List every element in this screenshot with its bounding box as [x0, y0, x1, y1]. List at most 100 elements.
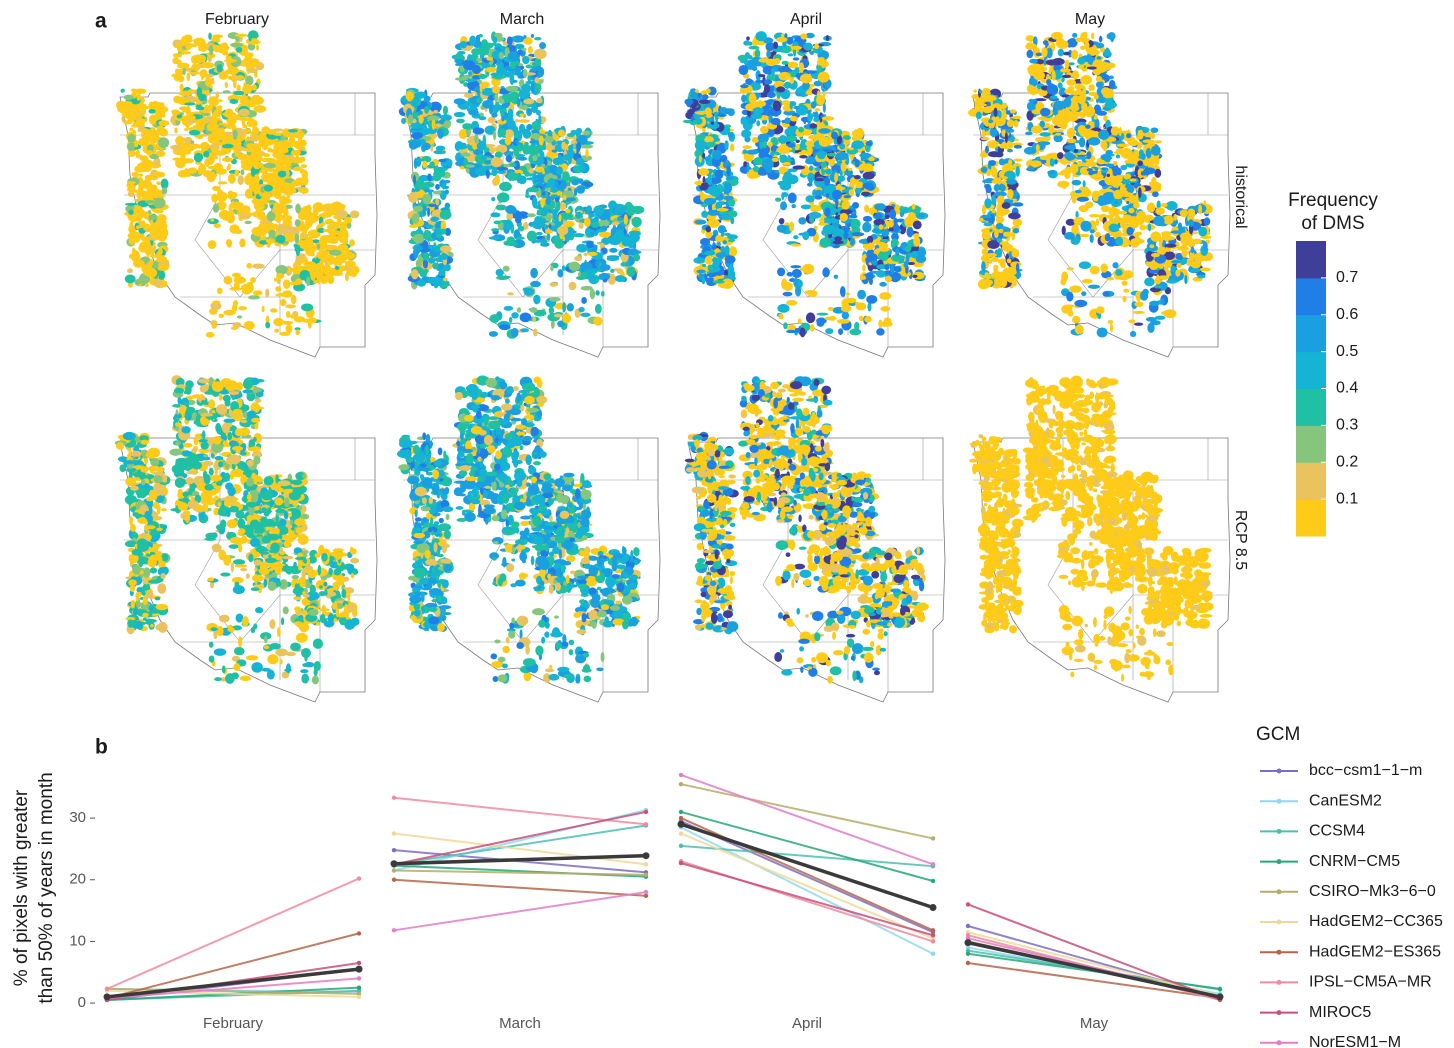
dms-patch	[138, 243, 150, 253]
dms-patch	[793, 105, 800, 110]
dms-patch	[904, 216, 915, 228]
dms-patch	[244, 220, 252, 225]
dms-patch	[127, 142, 136, 152]
dms-patch	[290, 149, 302, 156]
dms-patch	[1137, 160, 1143, 167]
dms-patch	[816, 90, 821, 99]
dms-patch	[780, 33, 785, 39]
dms-patch	[578, 222, 584, 229]
dms-patch	[284, 134, 298, 138]
dms-patch	[490, 157, 503, 168]
dms-patch	[825, 328, 834, 335]
dms-patch	[633, 253, 641, 262]
dms-patch	[568, 281, 577, 291]
dms-patch	[235, 75, 245, 80]
dms-patch	[696, 269, 706, 274]
dms-patch	[134, 88, 147, 94]
dms-patch	[728, 246, 738, 257]
dms-patch	[499, 181, 512, 192]
dms-patch	[158, 120, 170, 127]
dms-patch	[316, 274, 322, 284]
dms-patch	[540, 207, 548, 217]
dms-patch	[844, 292, 851, 296]
dms-patch	[981, 261, 986, 272]
dms-patch	[481, 89, 494, 96]
dms-patch	[257, 225, 261, 233]
dms-patch	[868, 277, 873, 285]
dms-patch	[288, 136, 296, 145]
dms-patch	[799, 73, 813, 84]
dms-patch	[479, 85, 483, 93]
dms-patch	[810, 101, 817, 109]
dms-patch	[490, 72, 501, 77]
dms-patch	[216, 287, 223, 295]
dms-patch	[514, 215, 522, 224]
dms-patch	[413, 233, 425, 244]
dms-patch	[187, 167, 198, 174]
dms-patch	[1071, 111, 1081, 116]
dms-patch	[740, 84, 749, 89]
dms-patch	[136, 93, 142, 101]
dms-patch	[275, 234, 286, 244]
dms-patch	[273, 277, 278, 282]
dms-patch	[213, 44, 219, 52]
dms-patch	[1137, 169, 1142, 177]
dms-patch	[864, 204, 870, 213]
dms-patch	[691, 91, 698, 99]
dms-patch	[265, 288, 270, 298]
dms-patch	[157, 137, 170, 148]
dms-patch	[290, 294, 297, 305]
dms-patch	[233, 80, 237, 89]
dms-patch	[1011, 248, 1020, 258]
dms-patch	[458, 128, 468, 140]
dms-patch	[998, 228, 1004, 234]
dms-patch	[727, 265, 735, 275]
dms-patch	[703, 197, 717, 205]
dms-patch	[176, 114, 183, 119]
dms-patch	[273, 203, 286, 212]
dms-patch	[268, 229, 276, 239]
dms-patch	[205, 115, 211, 123]
dms-patch	[416, 212, 420, 222]
dms-patch	[728, 210, 738, 218]
dms-patch	[557, 269, 564, 278]
dms-patch	[414, 91, 427, 99]
dms-patch	[1072, 32, 1078, 38]
dms-patch	[427, 173, 432, 182]
dms-patch	[288, 281, 302, 286]
dms-patch	[533, 239, 545, 243]
dms-patch	[557, 154, 562, 163]
dms-patch	[878, 319, 883, 329]
dms-patch	[235, 47, 243, 53]
dms-patch	[179, 142, 188, 148]
dms-patch	[816, 65, 823, 73]
dms-patch	[998, 158, 1005, 166]
dms-patch	[532, 316, 536, 323]
dms-patch	[272, 189, 282, 198]
dms-patch	[129, 112, 134, 124]
dms-patch	[890, 263, 894, 275]
dms-patch	[278, 195, 289, 206]
dms-patch	[339, 272, 344, 276]
dms-patch	[1127, 139, 1139, 147]
dms-patch	[1101, 169, 1108, 173]
dms-patch	[276, 278, 281, 284]
dms-patch	[694, 140, 707, 151]
dms-patch	[422, 230, 432, 241]
dms-patch	[238, 108, 251, 117]
dms-patch	[1042, 40, 1049, 46]
dms-patch	[1012, 227, 1020, 234]
dms-patch	[854, 159, 860, 168]
dms-patch	[208, 96, 220, 107]
dms-patch	[236, 136, 242, 143]
dms-patch	[562, 301, 566, 313]
dms-patch	[146, 149, 153, 156]
dms-patch	[312, 239, 320, 244]
dms-patch	[509, 61, 517, 70]
dms-patch	[580, 271, 588, 280]
dms-patch	[1086, 66, 1097, 70]
dms-patch	[808, 177, 813, 186]
dms-patch	[246, 281, 254, 288]
dms-patch	[802, 263, 815, 275]
dms-patch	[293, 316, 306, 323]
